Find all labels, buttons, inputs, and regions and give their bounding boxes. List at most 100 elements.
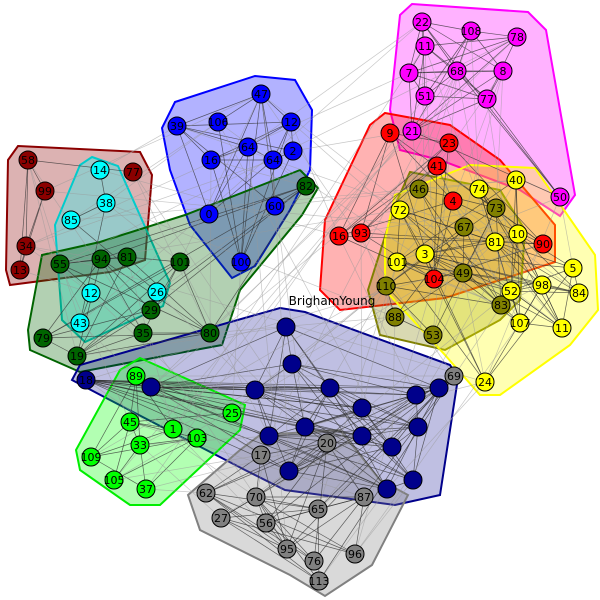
node-circle: [382, 437, 402, 457]
node-65: 65: [308, 499, 328, 519]
node-label: 67: [457, 221, 471, 234]
node-circle: [507, 27, 527, 47]
node-label: 11: [555, 322, 569, 335]
node-n12: [352, 426, 372, 446]
edge: [418, 188, 464, 274]
node-78: 78: [507, 27, 527, 47]
node-n17: [377, 479, 397, 499]
node-1: 1: [163, 419, 183, 439]
edge: [317, 394, 417, 510]
node-label: 76: [307, 555, 321, 568]
edge: [44, 93, 262, 192]
node-label: 38: [99, 197, 113, 210]
node-35: 35: [133, 323, 153, 343]
node-98: 98: [532, 275, 552, 295]
edge: [179, 261, 211, 334]
edge: [484, 196, 561, 383]
node-label: 16: [204, 154, 218, 167]
edge: [90, 375, 137, 458]
node-21: 21: [402, 121, 422, 141]
edge: [254, 326, 287, 391]
edge: [247, 21, 423, 148]
node-89: 89: [126, 366, 146, 386]
edge: [59, 263, 131, 423]
edge: [386, 426, 419, 490]
node-93: 93: [351, 223, 371, 243]
node-circle: [454, 217, 474, 237]
node-106: 106: [208, 112, 229, 132]
edge: [176, 125, 210, 215]
node-circle: [256, 513, 276, 533]
node-circle: [246, 487, 266, 507]
node-label: 88: [388, 311, 402, 324]
node-circle: [444, 366, 464, 386]
node-circle: [70, 313, 90, 333]
edge: [150, 326, 287, 388]
node-circle: [91, 249, 111, 269]
node-4: 4: [443, 191, 463, 211]
edge: [150, 386, 262, 456]
node-14: 14: [90, 160, 110, 180]
node-circle: [532, 275, 552, 295]
edge: [99, 169, 340, 237]
node-circle: [265, 196, 285, 216]
edge: [139, 389, 256, 446]
edge: [291, 363, 306, 428]
edge: [113, 272, 464, 481]
node-81d: 81: [117, 247, 137, 267]
edge: [433, 243, 544, 280]
edge: [25, 245, 102, 260]
node-label: 110: [376, 280, 397, 293]
node-circle: [245, 380, 265, 400]
edge: [354, 496, 365, 555]
edge: [313, 496, 365, 562]
edge: [288, 394, 417, 472]
node-103: 103: [187, 428, 208, 448]
node-circle: [201, 150, 221, 170]
edge: [329, 387, 419, 428]
node-113: 113: [309, 571, 330, 591]
node-label: 89: [129, 370, 143, 383]
node-80: 80: [200, 323, 220, 343]
node-label: 20: [320, 437, 334, 450]
edge: [42, 332, 211, 339]
edge: [268, 387, 331, 437]
edge: [391, 316, 396, 448]
node-circle: [211, 508, 231, 528]
edge: [85, 379, 256, 391]
edge: [421, 21, 561, 198]
node-110: 110: [376, 276, 397, 296]
edge: [304, 407, 363, 428]
node-label: 41: [430, 160, 444, 173]
node-16r: 16: [329, 226, 349, 246]
node-9: 9: [380, 123, 400, 143]
node-circle: [67, 346, 87, 366]
node-62: 62: [196, 483, 216, 503]
node-label: 103: [187, 432, 208, 445]
node-3: 3: [415, 244, 435, 264]
node-label: 90: [536, 238, 550, 251]
node-circle: [281, 112, 301, 132]
edge: [231, 261, 242, 414]
edge: [113, 454, 262, 481]
edge: [318, 375, 455, 582]
node-circle: [231, 252, 251, 272]
edge: [260, 454, 288, 550]
edge: [176, 125, 294, 152]
node-82: 82: [296, 176, 316, 196]
node-label: 65: [311, 503, 325, 516]
node-circle: [377, 479, 397, 499]
node-43: 43: [70, 313, 90, 333]
edge: [135, 375, 141, 446]
node-label: 104: [424, 273, 445, 286]
node-circle: [126, 366, 146, 386]
edge: [424, 241, 496, 255]
edge: [268, 435, 388, 490]
node-55: 55: [50, 254, 70, 274]
graph-title: BrighamYoung: [289, 294, 376, 308]
edge: [424, 253, 580, 294]
edge: [209, 316, 396, 334]
node-circle: [104, 470, 124, 490]
node-circle: [533, 234, 553, 254]
node-0: 0: [199, 204, 219, 224]
